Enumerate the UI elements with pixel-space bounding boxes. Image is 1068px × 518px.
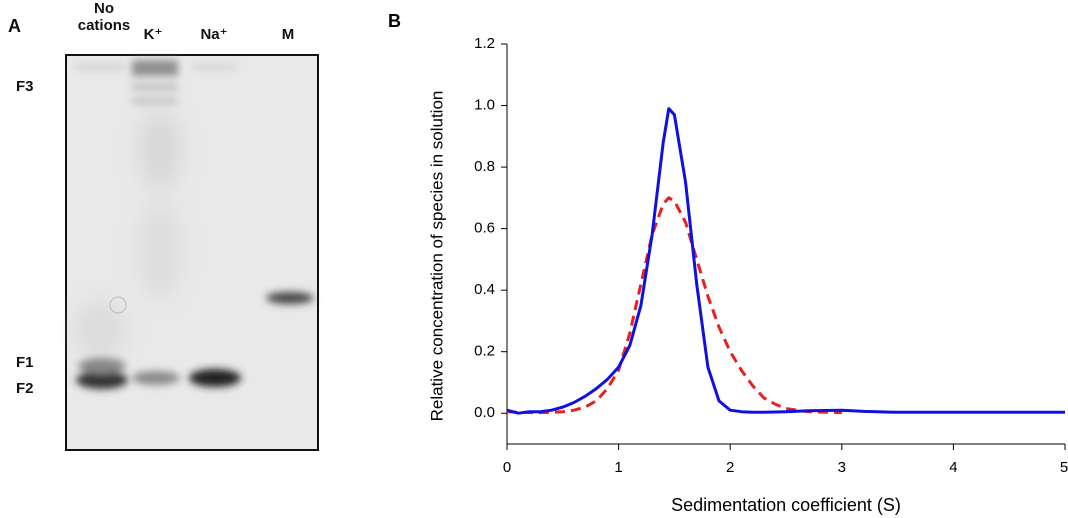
panel-label: B	[388, 11, 401, 31]
lane-label: Na⁺	[200, 26, 228, 43]
y-tick-label: 0.2	[474, 343, 495, 360]
band-label: F2	[16, 380, 34, 397]
y-axis-label: Relative concentration of species in sol…	[427, 91, 446, 422]
band-label: F3	[16, 78, 34, 95]
y-tick-label: 0.8	[474, 158, 495, 175]
y-tick-label: 0.4	[474, 281, 495, 298]
data-line	[506, 107, 1065, 415]
gel	[65, 54, 319, 451]
x-tick-label: 3	[838, 459, 846, 476]
y-tick-label: 1.0	[474, 97, 495, 114]
x-tick-label: 5	[1060, 459, 1068, 476]
panel-label: A	[8, 16, 21, 36]
lane-label: M	[281, 26, 295, 43]
y-tick-label: 1.2	[474, 35, 495, 52]
lane-label: K⁺	[143, 26, 163, 43]
data-line	[506, 196, 842, 415]
x-axis-label: Sedimentation coefficient (S)	[671, 495, 901, 515]
x-tick-label: 0	[503, 459, 511, 476]
y-tick-label: 0.6	[474, 220, 495, 237]
band-label: F1	[16, 354, 34, 371]
lane-label: No cations	[77, 0, 131, 34]
x-tick-label: 2	[726, 459, 734, 476]
y-tick-label: 0.0	[474, 404, 495, 421]
chart: B 0.0 0.2 0.4 0.6 0.8 1.0 1.2 0 1 2 3 4 5 Sedimentatio…	[388, 11, 1068, 515]
x-tick-label: 1	[614, 459, 622, 476]
x-tick-label: 4	[949, 459, 957, 476]
